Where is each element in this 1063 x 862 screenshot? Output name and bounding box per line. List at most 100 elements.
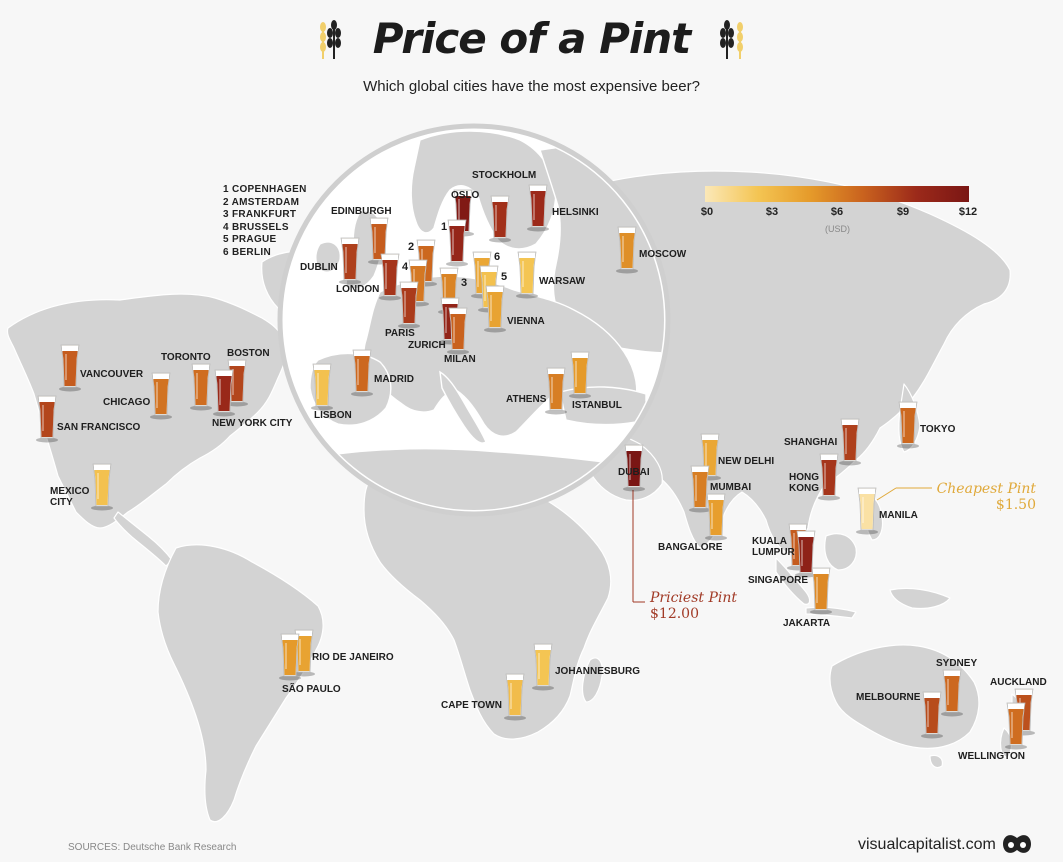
legend-unit: (USD): [825, 224, 850, 234]
pint-glass-icon: [59, 344, 81, 392]
central-america: [113, 511, 173, 567]
city-label: 5: [501, 271, 507, 283]
city-label: DUBLIN: [300, 262, 338, 273]
city-label: SYDNEY: [936, 658, 977, 669]
city-label: STOCKHOLM: [472, 170, 536, 181]
city-label: JAKARTA: [783, 618, 830, 629]
city-label: DUBAI: [618, 467, 650, 478]
pint-markers: [36, 184, 1035, 750]
city-label: LISBON: [314, 410, 352, 421]
madagascar: [581, 657, 603, 703]
south-america: [157, 544, 324, 823]
city-label: OSLO: [451, 190, 480, 201]
pint-glass-icon: [504, 673, 526, 721]
city-label: HONG: [789, 472, 819, 483]
city-label: ISTANBUL: [572, 400, 622, 411]
cheapest-value: $1.50: [995, 497, 1036, 513]
city-label: SAN FRANCISCO: [57, 422, 141, 433]
brand-link[interactable]: visualcapitalist.com: [858, 836, 996, 853]
city-label: VANCOUVER: [80, 369, 144, 380]
key-item: 3 FRANKFURT: [223, 209, 297, 220]
pint-glass-icon: [545, 367, 567, 415]
sources-note: SOURCES: Deutsche Bank Research: [68, 842, 237, 853]
pint-glass-icon: [941, 669, 963, 717]
city-label: MOSCOW: [639, 249, 687, 260]
ireland: [315, 241, 341, 273]
wheat-icon: [320, 19, 342, 59]
tasmania: [929, 754, 943, 769]
city-label: SÃO PAULO: [282, 682, 341, 695]
legend-tick: $0: [700, 206, 714, 218]
city-label: 1: [441, 221, 447, 233]
legend-tick: $9: [896, 206, 910, 218]
city-label: MELBOURNE: [856, 692, 921, 703]
city-label: JOHANNESBURG: [555, 666, 640, 677]
wheat-icon: [719, 19, 743, 59]
city-label: EDINBURGH: [331, 206, 392, 217]
pint-glass-icon: [279, 633, 301, 681]
city-label: LUMPUR: [752, 547, 796, 558]
key-item: 1 COPENHAGEN: [223, 184, 307, 195]
pint-glass-icon: [379, 253, 401, 301]
page-subtitle: Which global cities have the most expens…: [363, 78, 700, 95]
key-item: 6 BERLIN: [223, 246, 271, 258]
legend-tick: $6: [830, 206, 844, 218]
pint-glass-icon: [351, 349, 373, 397]
scandinavia: [410, 130, 557, 250]
city-label: MILAN: [444, 354, 476, 365]
city-label: TORONTO: [161, 352, 211, 363]
pint-glass-icon: [623, 444, 645, 492]
city-label: CAPE TOWN: [441, 700, 502, 711]
city-label: ZURICH: [408, 340, 446, 351]
city-label: KONG: [789, 483, 819, 494]
city-label: TOKYO: [920, 424, 956, 435]
city-label: HELSINKI: [552, 207, 599, 218]
city-label: AUCKLAND: [990, 677, 1047, 688]
city-label: MEXICO: [50, 486, 90, 497]
key-item: 2 AMSTERDAM: [223, 196, 300, 208]
pint-glass-icon: [839, 418, 861, 466]
new-guinea: [889, 587, 951, 610]
city-label: WARSAW: [539, 276, 586, 287]
pint-glass-icon: [527, 184, 549, 232]
city-label: MANILA: [879, 510, 918, 521]
pint-glass-icon: [213, 369, 235, 417]
legend-gradient-bar: [705, 186, 969, 202]
city-label: CHICAGO: [103, 397, 150, 408]
price-legend: $0 $3 $6 $9 $12 (USD): [701, 186, 985, 234]
pint-glass-icon: [398, 281, 420, 329]
city-label: KUALA: [752, 536, 787, 547]
pint-glass-icon: [36, 395, 58, 443]
city-label: ATHENS: [506, 394, 547, 405]
pint-glass-icon: [897, 401, 919, 449]
city-label: NEW YORK CITY: [212, 418, 293, 429]
pint-glass-icon: [818, 453, 840, 501]
pint-glass-icon: [150, 372, 172, 420]
numbered-city-key: 1 COPENHAGEN 2 AMSTERDAM 3 FRANKFURT 4 B…: [223, 184, 307, 259]
borneo: [824, 533, 857, 571]
pint-glass-icon: [311, 363, 333, 411]
pint-glass-icon: [810, 567, 832, 615]
legend-tick: $3: [765, 206, 779, 218]
pint-glass-icon: [516, 251, 538, 299]
legend-ticks: $0 $3 $6 $9 $12: [701, 202, 985, 218]
priciest-value: $12.00: [650, 606, 699, 622]
pint-glass-icon: [689, 465, 711, 513]
city-label: BOSTON: [227, 348, 270, 359]
pint-glass-icon: [921, 691, 943, 739]
cheapest-label: Cheapest Pint: [936, 481, 1036, 497]
priciest-annotation: Priciest Pint $12.00: [650, 590, 737, 622]
pint-glass-icon: [856, 487, 878, 535]
city-label: 3: [461, 277, 467, 289]
pint-glass-icon: [616, 226, 638, 274]
pint-glass-icon: [569, 351, 591, 399]
pint-glass-icon: [190, 363, 212, 411]
key-item: 4 BRUSSELS: [223, 221, 289, 233]
city-label: WELLINGTON: [958, 751, 1025, 762]
australia: [829, 644, 980, 749]
cheapest-annotation: Cheapest Pint $1.50: [936, 481, 1036, 513]
italy: [439, 370, 487, 444]
city-label: LONDON: [336, 284, 379, 295]
priciest-label: Priciest Pint: [650, 590, 737, 606]
